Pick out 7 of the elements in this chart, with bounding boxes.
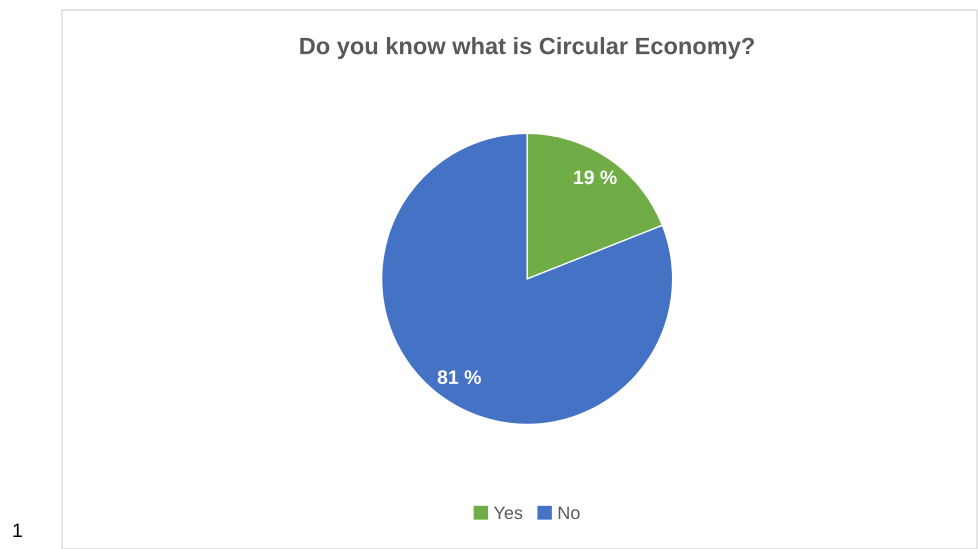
chart-title: Do you know what is Circular Economy? [300, 36, 754, 60]
data-label: 19 % [574, 170, 617, 184]
pie-slice [380, 132, 674, 426]
legend-label: Yes [494, 506, 522, 520]
text: 1 [13, 524, 22, 537]
legend-label: No [558, 506, 580, 520]
data-label: 81 % [438, 370, 481, 384]
